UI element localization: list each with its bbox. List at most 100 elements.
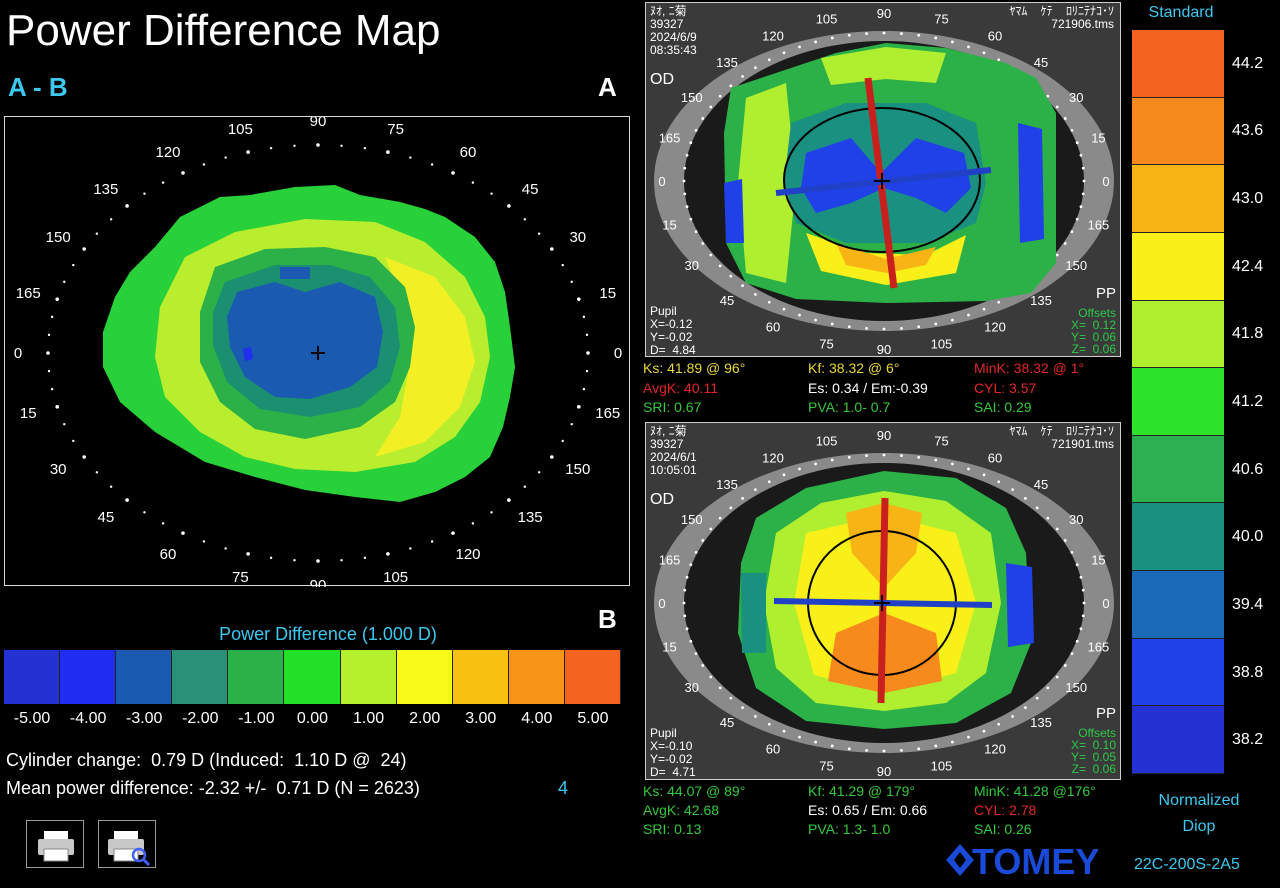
difference-map-tick	[72, 439, 75, 443]
difference-map-axis-label: 60	[460, 144, 477, 161]
eye-map-tick	[1081, 166, 1085, 170]
eye-map-tick	[1079, 575, 1083, 579]
eye-map-tick	[1011, 488, 1014, 492]
power-difference-tick: 2.00	[409, 710, 441, 727]
power-difference-swatch	[452, 650, 509, 704]
eye-a-es-em: Es: 0.34 / Em:-0.39	[808, 380, 928, 396]
eye-map-axis-label: 150	[681, 90, 703, 105]
difference-map-axis-label: 30	[50, 461, 67, 478]
difference-map-axis-label: 105	[383, 569, 408, 586]
difference-map-tick	[143, 511, 146, 514]
difference-map-tick	[577, 297, 581, 301]
brand-text: TOMEY	[972, 841, 1099, 882]
eye-map-axis-label: 75	[934, 434, 948, 449]
eye-map-tick	[865, 32, 868, 35]
standard-scale-swatch	[1132, 300, 1224, 369]
power-difference-tick: 0.00	[296, 710, 329, 727]
eye-map-axis-label: 30	[1069, 512, 1083, 527]
eye-map-tick	[882, 453, 886, 457]
page-title: Power Difference Map	[6, 6, 441, 55]
print-preview-button[interactable]	[98, 820, 156, 868]
eye-map-axis-label: 105	[816, 434, 838, 449]
difference-map-tick	[386, 150, 390, 154]
difference-map-panel[interactable]: 90 105 75 120 60 135 45 150 30 165 15 0 0 15 165 30 150 4…	[4, 113, 630, 594]
difference-map-tick	[316, 143, 320, 147]
eye-map-axis-label: 60	[988, 451, 1002, 466]
eye-map-tick	[1035, 506, 1039, 510]
eye-map-tick	[683, 192, 687, 196]
eye-map-tick	[689, 141, 693, 145]
eye-map-axis-label: 30	[1069, 90, 1083, 105]
standard-scale-tick: 41.8	[1232, 325, 1264, 343]
standard-scale-tick: 38.2	[1232, 731, 1264, 749]
difference-map-axis-label: 135	[93, 181, 118, 198]
difference-map-axis-label: 15	[20, 405, 37, 422]
eye-map-tick	[798, 467, 801, 471]
difference-map-axis-label: 75	[387, 121, 404, 138]
difference-map-tick	[63, 280, 66, 284]
eye-b-kf: Kf: 41.29 @ 179°	[808, 783, 915, 799]
eye-map-a[interactable]: 90 105 75 120 60 135 45 150 30 165 15 0 0 15 165 30 150 4…	[645, 2, 1121, 357]
difference-map-tick	[340, 144, 343, 147]
power-difference-swatch	[284, 650, 341, 704]
eye-map-tick	[1075, 217, 1079, 221]
eye-map-axis-label: 75	[819, 758, 833, 773]
eye-map-tick	[741, 706, 744, 710]
standard-scale-swatch	[1132, 638, 1224, 707]
eye-map-tick	[767, 300, 771, 304]
eye-map-tick	[847, 33, 851, 37]
print-button[interactable]	[26, 820, 84, 868]
eye-map-tick	[1046, 94, 1050, 98]
power-difference-tick: 4.00	[521, 710, 553, 727]
eye-b-patient-info: ﾇｵ, ﾆ菊 39327 2024/6/1 10:05:01	[650, 424, 697, 477]
power-difference-swatch	[340, 650, 397, 704]
eye-map-tick	[917, 747, 921, 751]
eye-map-tick	[683, 588, 687, 592]
eye-map-tick	[709, 253, 713, 257]
power-difference-swatch	[564, 650, 622, 704]
difference-map-tick	[409, 547, 412, 550]
eye-map-tick	[934, 36, 938, 40]
eye-map-axis-label: 75	[934, 12, 948, 27]
power-difference-swatch	[60, 650, 117, 704]
power-difference-tick: 1.00	[353, 710, 385, 727]
eye-map-tick	[900, 32, 903, 35]
eye-map-tick	[767, 480, 771, 484]
difference-map-tick	[181, 531, 185, 535]
eye-map-axis-label: 75	[819, 336, 833, 351]
standard-scale-tick: 38.8	[1232, 663, 1264, 681]
eye-map-tick	[1075, 639, 1079, 643]
eye-map-tick	[694, 128, 698, 132]
eye-map-tick	[729, 696, 733, 700]
difference-map-tick	[577, 405, 581, 409]
eye-map-b[interactable]: 90 105 75 120 60 135 45 150 30 165 15 0 0 15 165 30 150 4…	[645, 422, 1121, 780]
eye-map-tick	[934, 322, 938, 326]
power-difference-tick: -5.00	[13, 710, 51, 727]
difference-map-tick	[561, 439, 564, 443]
eye-map-axis-label: 90	[877, 428, 891, 443]
eye-map-tick	[900, 454, 903, 457]
eye-map-tick	[951, 462, 954, 466]
eye-map-tick	[830, 458, 834, 462]
power-difference-swatch	[4, 650, 61, 704]
eye-map-tick	[701, 117, 705, 120]
standard-scale-tick: 42.4	[1232, 257, 1264, 275]
eye-map-axis-label: 165	[659, 131, 681, 146]
difference-map-axis-label: 120	[155, 144, 180, 161]
difference-map-tick	[550, 247, 554, 251]
eye-b-sai: SAI: 0.26	[974, 821, 1032, 837]
eye-map-axis-label: 15	[1091, 553, 1105, 568]
eye-map-axis-label: 165	[1088, 639, 1110, 654]
eye-map-tick	[967, 467, 970, 471]
difference-map-tick	[161, 522, 165, 525]
eye-map-axis-label: 105	[931, 758, 953, 773]
eye-map-tick	[1011, 714, 1014, 718]
difference-map-tick	[537, 471, 541, 474]
eye-a-od-label: OD	[650, 71, 674, 88]
eye-b-cyl: CYL: 2.78	[974, 802, 1037, 818]
eye-map-tick	[1024, 706, 1027, 710]
eye-a-kf: Kf: 38.32 @ 6°	[808, 360, 900, 376]
eye-a-blue-center	[801, 138, 971, 213]
eye-a-lime-top	[821, 47, 946, 85]
tomey-logo: TOMEY	[942, 840, 1132, 882]
